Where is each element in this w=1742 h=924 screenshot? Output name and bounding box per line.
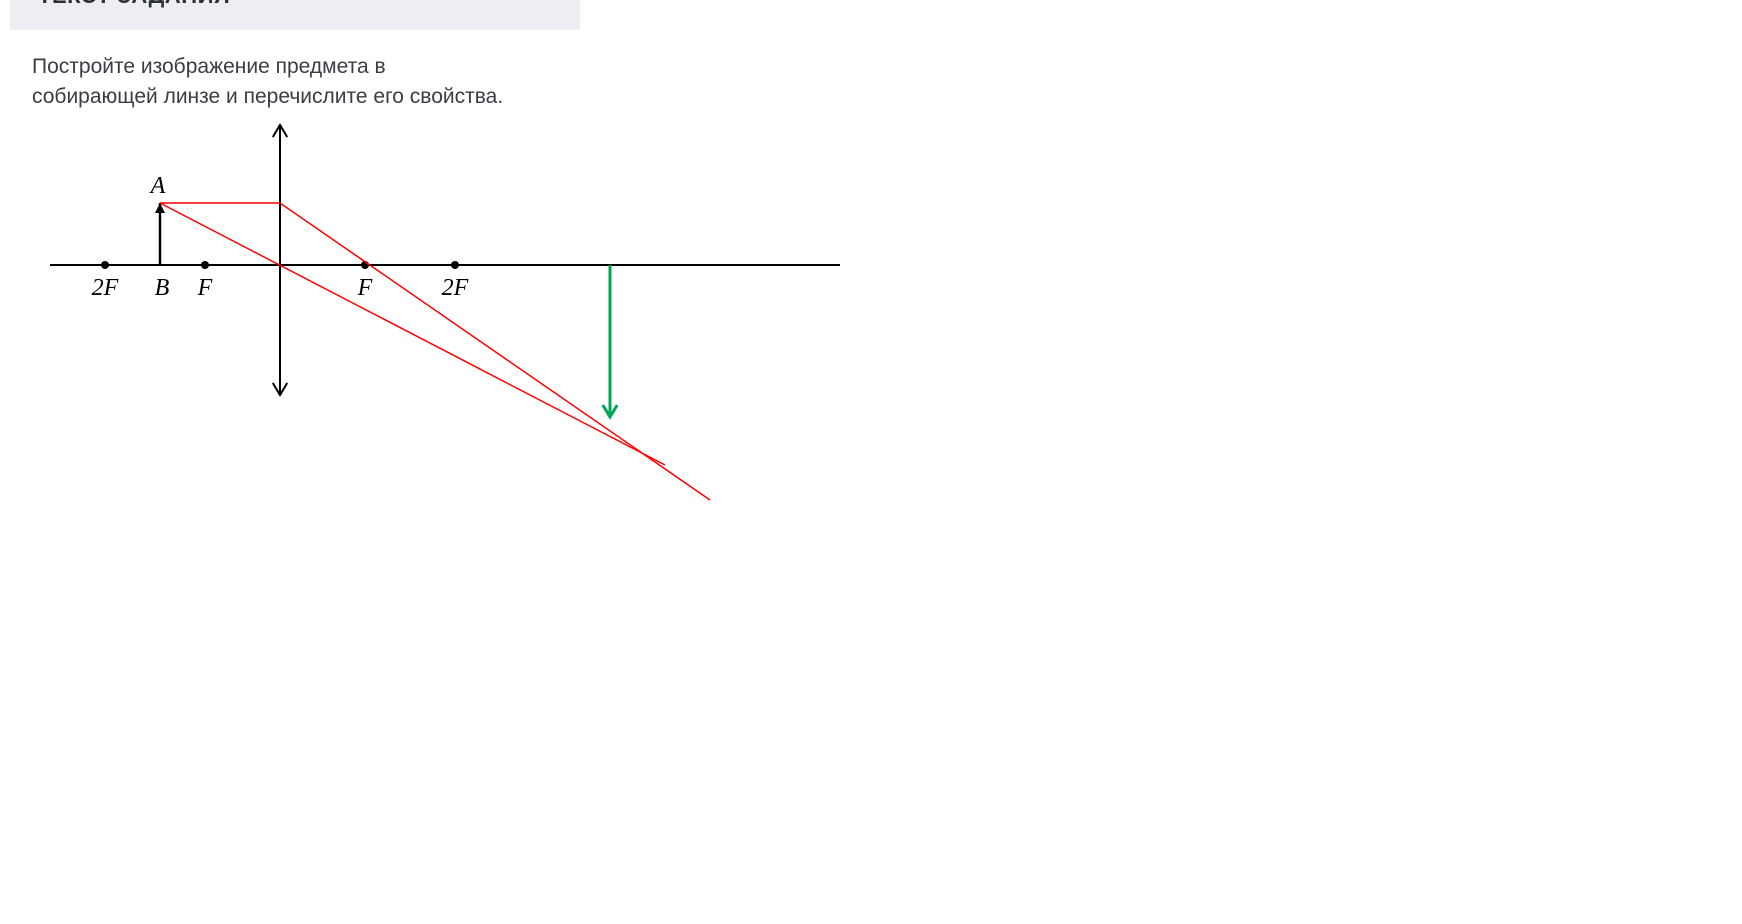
focal-label: F [357,275,373,301]
task-line-1: Постройте изображение предмета в [32,55,386,78]
focal-point [451,261,459,269]
focal-label: 2F [92,275,119,301]
task-description: Постройте изображение предмета в собираю… [32,52,503,112]
focal-point [201,261,209,269]
label-A: A [149,173,166,199]
task-header-box: ТЕКСТ ЗАДАНИЯ [10,0,580,30]
ray [160,203,710,500]
task-line-2: собирающей линзе и перечислите его свойс… [32,85,503,108]
label-B: B [155,275,170,301]
optics-diagram: 2F F F 2F A B [30,115,860,515]
focal-point [101,261,109,269]
ray [160,203,665,465]
focal-label: 2F [442,275,469,301]
focal-label: F [197,275,213,301]
